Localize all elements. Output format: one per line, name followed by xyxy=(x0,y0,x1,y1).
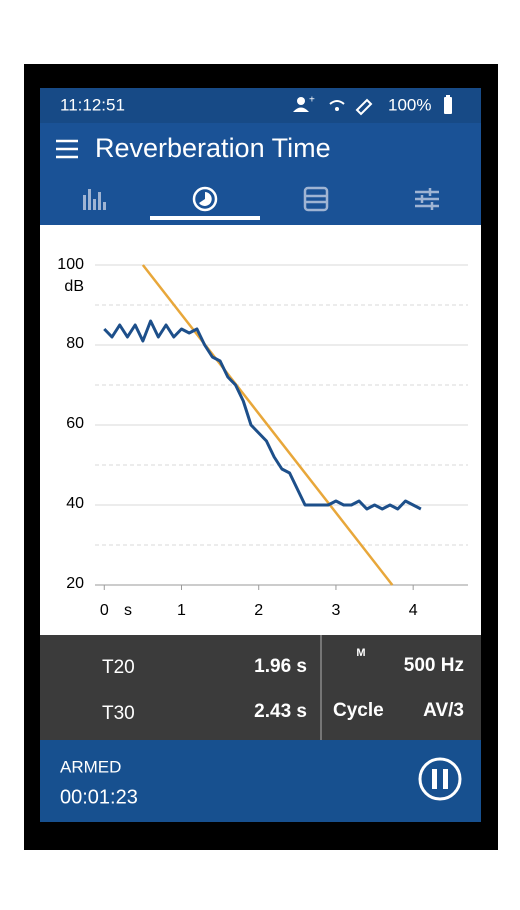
app-bar xyxy=(40,123,481,225)
y-tick-label: 100 xyxy=(57,256,84,273)
footer xyxy=(40,740,481,822)
decay-chart: dB s 20 40 60 80 100 0 1 2 3 4 xyxy=(57,256,468,619)
results-panel xyxy=(40,635,481,740)
x-tick-label: 1 xyxy=(177,602,186,619)
y-tick-label: 40 xyxy=(66,495,84,512)
cycle-value[interactable]: AV/3 xyxy=(423,700,464,721)
svg-text:+: + xyxy=(309,95,315,106)
tab-spectrum[interactable] xyxy=(83,189,106,210)
x-tick-label: 2 xyxy=(254,602,263,619)
status-icons: + xyxy=(293,95,452,116)
y-tick-label: 60 xyxy=(66,415,84,432)
x-tick-label: 3 xyxy=(331,602,340,619)
y-tick-label: 80 xyxy=(66,335,84,352)
y-tick-label: 20 xyxy=(66,575,84,592)
frequency[interactable]: 500 Hz xyxy=(404,655,464,676)
series-line xyxy=(103,319,422,511)
elapsed-time: 00:01:23 xyxy=(60,786,138,808)
t30-value: 2.43 s xyxy=(254,701,307,722)
state: ARMED xyxy=(60,757,121,776)
clock: 11:12:51 xyxy=(60,95,125,114)
t20-label: T20 xyxy=(102,657,135,678)
page-title: Reverberation Time xyxy=(95,133,331,163)
pause-button[interactable] xyxy=(418,757,462,801)
x-tick-label: 0 xyxy=(100,602,109,619)
tab-list[interactable] xyxy=(303,186,329,212)
t30-label: T30 xyxy=(102,703,135,724)
x-axis-label: s xyxy=(124,602,132,619)
y-axis-label: dB xyxy=(64,278,84,295)
menu-button[interactable] xyxy=(56,139,78,159)
mode: M xyxy=(356,647,365,659)
x-tick-label: 4 xyxy=(409,602,418,619)
battery-level: 100% xyxy=(388,95,431,114)
cycle-label: Cycle xyxy=(333,700,384,721)
tab-reverb[interactable] xyxy=(150,186,260,220)
tab-settings[interactable] xyxy=(415,188,439,210)
t20-value: 1.96 s xyxy=(254,656,307,677)
status-bar xyxy=(40,88,481,123)
series-line xyxy=(141,264,394,586)
